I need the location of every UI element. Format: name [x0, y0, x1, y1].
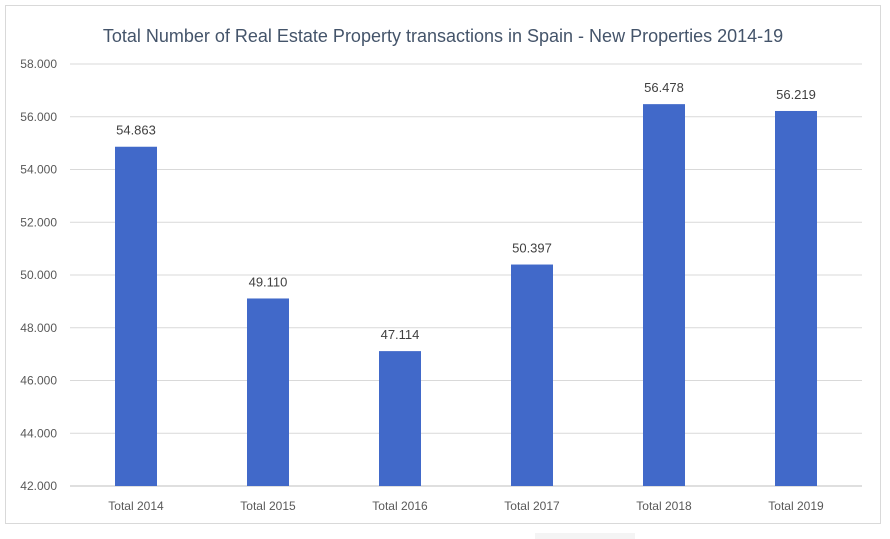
y-tick-label: 44.000: [20, 426, 57, 440]
y-tick-label: 54.000: [20, 163, 57, 177]
x-tick-label: Total 2017: [504, 499, 560, 513]
y-tick-label: 56.000: [20, 110, 57, 124]
y-tick-label: 42.000: [20, 479, 57, 493]
bar: [379, 351, 421, 486]
x-tick-label: Total 2016: [372, 499, 428, 513]
bar: [775, 110, 817, 486]
bar: [643, 104, 685, 486]
data-label: 50.397: [512, 241, 552, 256]
data-label: 49.110: [249, 274, 288, 289]
bar: [115, 146, 157, 486]
x-tick-label: Total 2015: [240, 499, 296, 513]
y-tick-label: 52.000: [20, 215, 57, 229]
data-label: 54.863: [116, 123, 156, 138]
x-tick-label: Total 2018: [636, 499, 692, 513]
bar: [247, 298, 289, 486]
chart-title: Total Number of Real Estate Property tra…: [102, 26, 784, 46]
bottom-fade: [535, 533, 635, 539]
y-tick-label: 48.000: [20, 321, 57, 335]
y-tick-label: 50.000: [20, 268, 57, 282]
bar: [511, 264, 553, 486]
data-label: 56.219: [776, 87, 816, 102]
x-tick-label: Total 2014: [108, 499, 164, 513]
data-label: 47.114: [381, 327, 420, 342]
data-label: 56.478: [644, 80, 684, 95]
y-tick-label: 46.000: [20, 374, 57, 388]
x-tick-label: Total 2019: [768, 499, 824, 513]
y-tick-label: 58.000: [20, 57, 57, 71]
